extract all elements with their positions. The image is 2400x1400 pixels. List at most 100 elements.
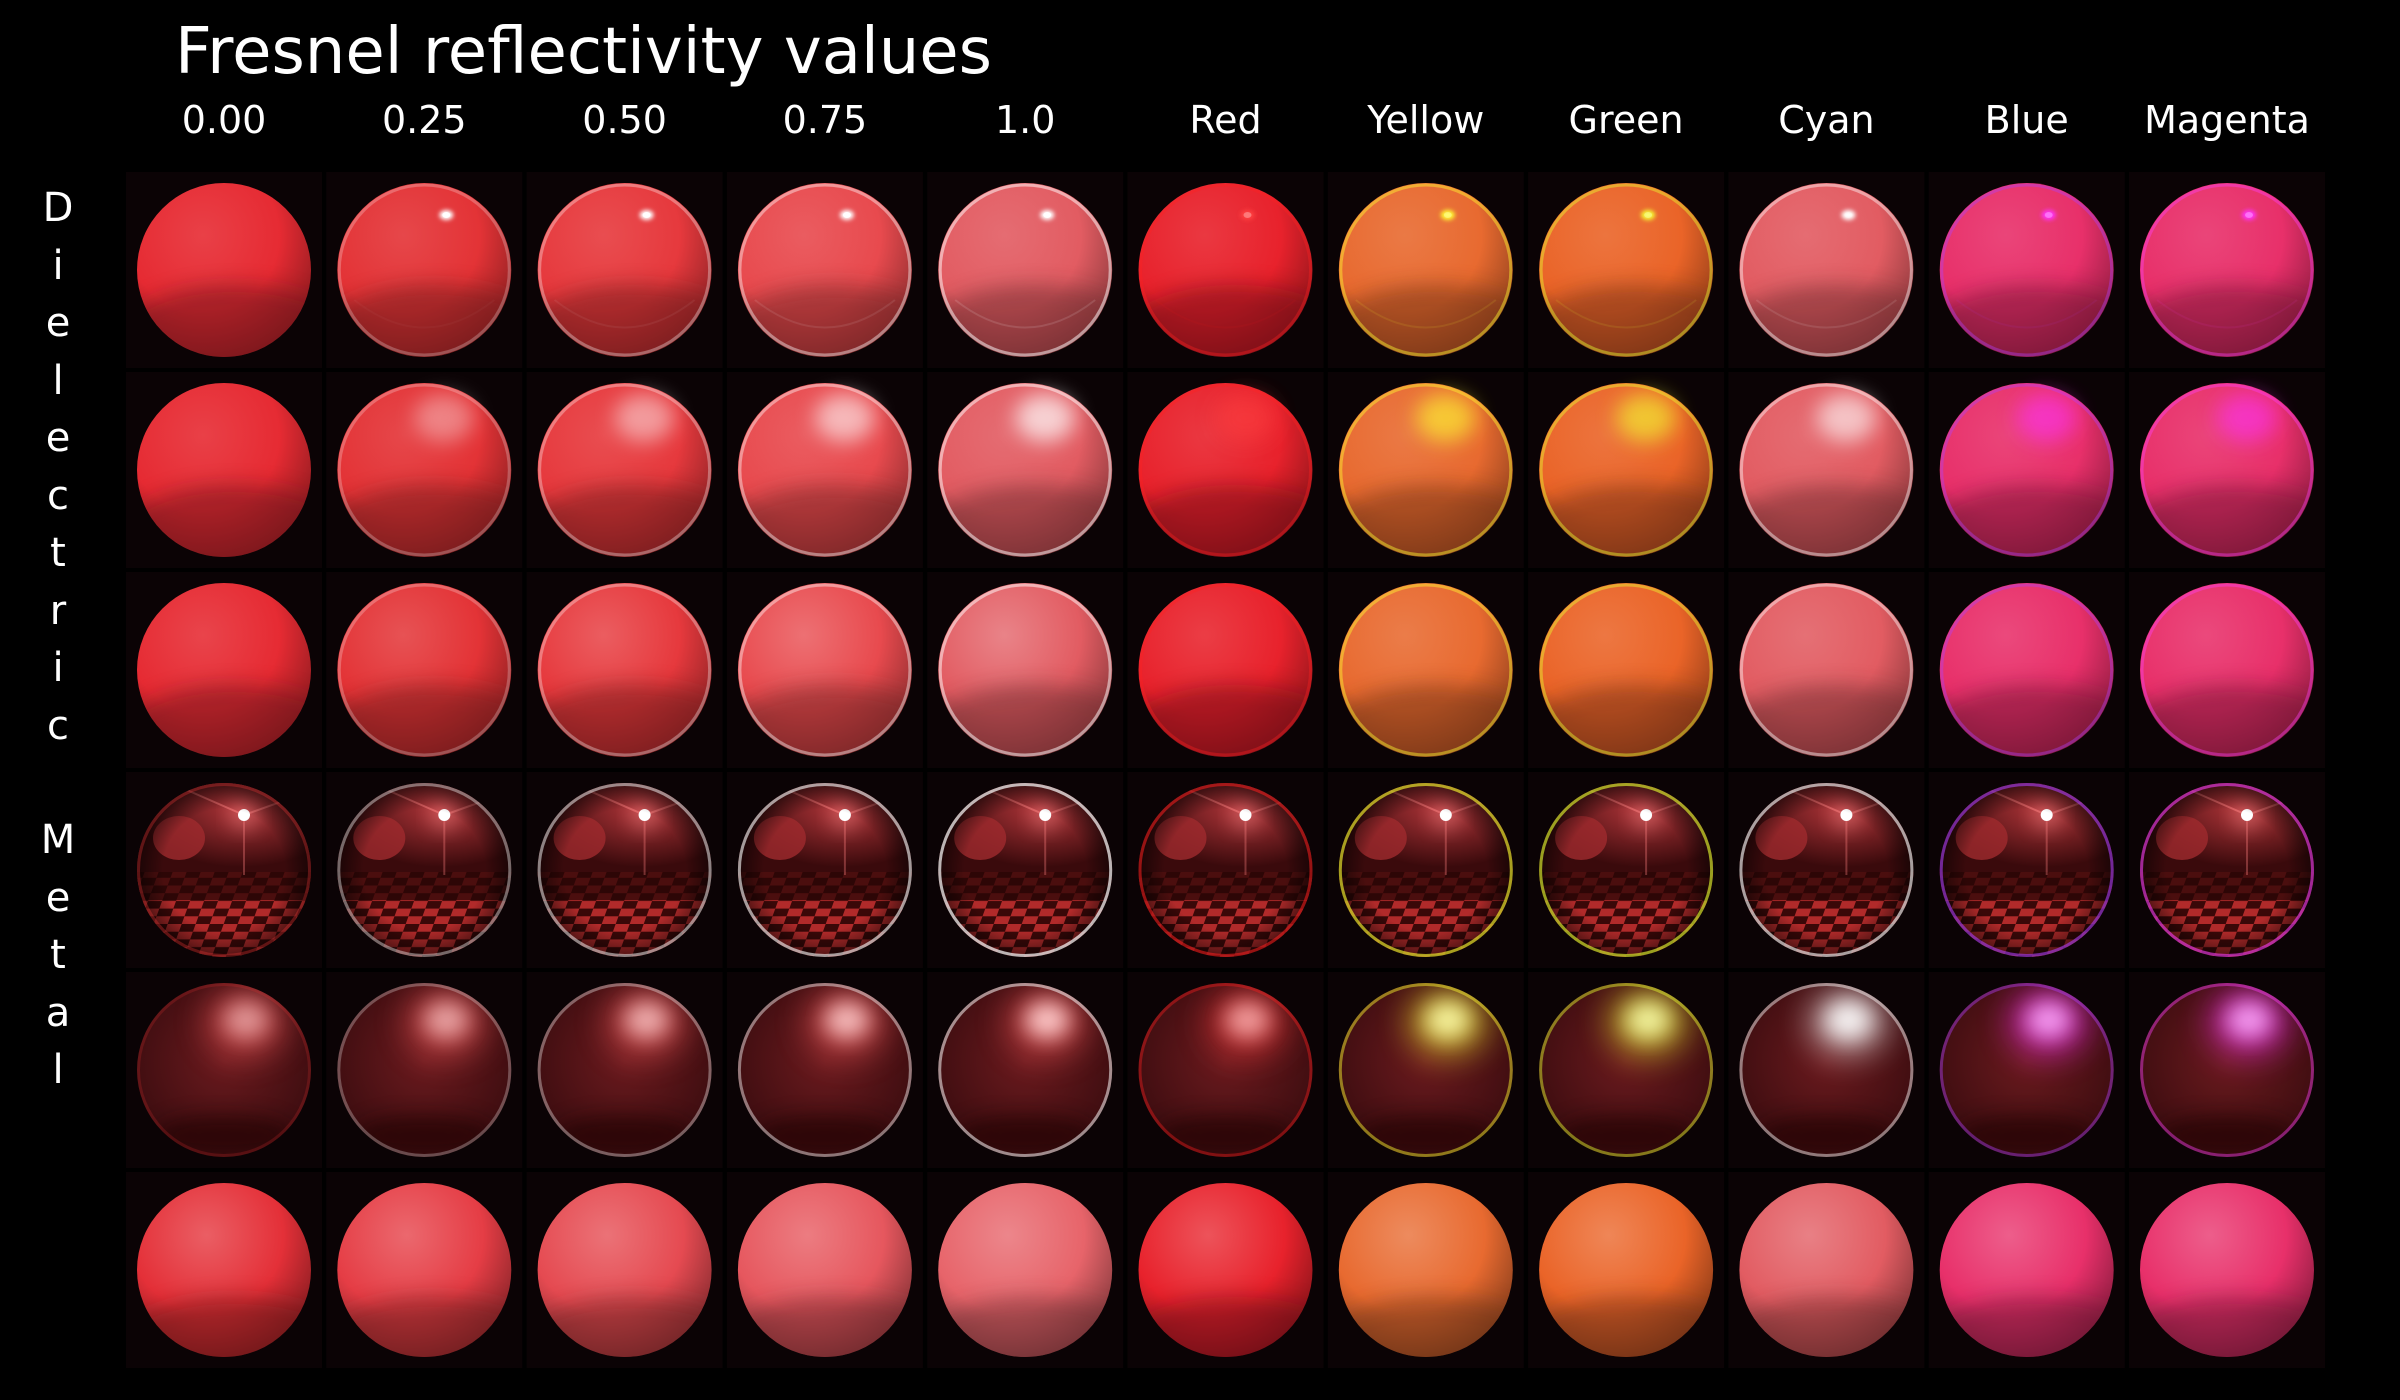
specular-highlight <box>1025 1002 1070 1038</box>
sphere-metal-mirror-cyan <box>1728 772 1925 968</box>
column-header: Magenta <box>2144 98 2310 142</box>
fresnel-rim <box>737 983 912 1157</box>
row-label-letter: a <box>45 989 71 1036</box>
sphere-metal-mirror-blue <box>1928 772 2125 968</box>
specular-highlight <box>1015 394 1076 442</box>
fresnel-rim <box>1138 983 1313 1157</box>
sphere-metal-mirror-0-25 <box>326 772 523 968</box>
sphere-metal-rough-cyan <box>1728 972 1925 1168</box>
sphere-metal-matte-0-50 <box>526 1172 723 1368</box>
sphere-dielectric-matte-0-75 <box>726 572 923 768</box>
sphere-dielectric-sharp-yellow <box>1327 172 1524 368</box>
sphere-dielectric-matte-green <box>1528 572 1725 768</box>
fresnel-rim <box>938 183 1112 357</box>
column-header: 0.25 <box>381 98 467 142</box>
fresnel-rim <box>1339 383 1513 557</box>
specular-highlight <box>424 1002 469 1038</box>
row-label-letter: l <box>52 357 64 404</box>
fresnel-rim <box>538 383 712 557</box>
fresnel-rim <box>1939 783 2114 957</box>
fresnel-rim <box>1338 783 1513 957</box>
sphere-dielectric-sharp-0-50 <box>526 172 723 368</box>
row-label-letter: r <box>49 587 67 634</box>
sphere-dielectric-rough-green <box>1528 372 1725 568</box>
sphere-dielectric-sharp-red <box>1127 172 1324 368</box>
column-header: Red <box>1189 98 1262 142</box>
sphere-metal-mirror-magenta <box>2129 772 2325 968</box>
specular-highlight <box>1626 1002 1671 1038</box>
specular-highlight <box>824 1002 869 1038</box>
sphere-metal-matte-green <box>1528 1172 1725 1368</box>
fresnel-rim <box>337 983 512 1157</box>
sphere-metal-matte-blue <box>1928 1172 2125 1368</box>
row-label-letter: i <box>52 242 64 289</box>
fresnel-rim <box>1339 583 1513 757</box>
specular-highlight <box>1240 210 1255 220</box>
fresnel-rim <box>2140 583 2314 757</box>
specular-highlight <box>1425 1002 1470 1038</box>
fresnel-rim <box>337 783 512 957</box>
fresnel-rim <box>1338 983 1513 1157</box>
fresnel-rim <box>1138 783 1313 957</box>
specular-highlight <box>2016 394 2077 442</box>
fresnel-rim <box>738 583 912 757</box>
sphere-metal-matte-cyan <box>1728 1172 1925 1368</box>
sphere-dielectric-sharp-blue <box>1928 172 2125 368</box>
column-header: 0.75 <box>782 98 868 142</box>
specular-highlight <box>2026 1002 2071 1038</box>
sphere-metal-rough-0-75 <box>726 972 923 1168</box>
column-header: Yellow <box>1367 98 1485 142</box>
row-label-letter: M <box>40 817 76 863</box>
fresnel-rim <box>1940 583 2114 757</box>
fresnel-rim <box>1539 983 1714 1157</box>
sphere-metal-matte-0-25 <box>326 1172 523 1368</box>
fresnel-rim <box>2140 183 2314 357</box>
sphere-metal-mirror-0-00 <box>126 772 322 968</box>
fresnel-rim <box>337 583 511 757</box>
column-header: 0.50 <box>582 98 667 142</box>
sphere-metal-mirror-0-75 <box>726 772 923 968</box>
fresnel-rim <box>938 583 1112 757</box>
sphere-dielectric-rough-0-50 <box>526 372 723 568</box>
row-label-letter: l <box>52 1047 64 1093</box>
column-header: 1.0 <box>994 98 1056 142</box>
sphere-metal-matte-1-0 <box>927 1172 1124 1368</box>
fresnel-rim <box>1739 183 1913 357</box>
specular-highlight <box>2242 210 2256 220</box>
fresnel-rim <box>137 783 311 957</box>
fresnel-rim <box>1139 583 1312 757</box>
fresnel-rim <box>137 983 311 1157</box>
sphere-metal-rough-green <box>1528 972 1725 1168</box>
specular-highlight <box>2217 394 2277 442</box>
row-label-letter: i <box>52 645 64 691</box>
sphere-metal-mirror-0-50 <box>526 772 723 968</box>
sphere-metal-rough-0-25 <box>326 972 523 1168</box>
sphere-dielectric-sharp-green <box>1528 172 1725 368</box>
sphere-metal-rough-blue <box>1928 972 2125 1168</box>
figure-title: Fresnel reflectivity values <box>175 15 992 89</box>
sphere-dielectric-rough-1-0 <box>927 372 1124 568</box>
fresnel-rim <box>2140 783 2314 957</box>
sphere-dielectric-sharp-magenta <box>2129 172 2325 368</box>
sphere-metal-matte-0-75 <box>726 1172 923 1368</box>
fresnel-rim <box>337 183 511 357</box>
sphere-metal-matte-yellow <box>1327 1172 1524 1368</box>
specular-highlight <box>624 1002 669 1038</box>
fresnel-rim <box>538 183 712 357</box>
sphere-dielectric-matte-blue <box>1928 572 2125 768</box>
specular-highlight <box>1415 394 1476 442</box>
row-label-letter: e <box>45 874 71 921</box>
fresnel-rim <box>1939 983 2114 1157</box>
fresnel-rim <box>738 383 912 557</box>
sphere-dielectric-matte-0-00 <box>126 572 322 768</box>
sphere-metal-mirror-red <box>1127 772 1324 968</box>
sphere-metal-matte-red <box>1127 1172 1324 1368</box>
sphere-dielectric-rough-0-25 <box>326 372 523 568</box>
column-header: Green <box>1568 98 1684 142</box>
sphere-metal-matte-0-00 <box>126 1172 322 1368</box>
row-label-letter: c <box>47 472 69 519</box>
sphere-dielectric-sharp-0-00 <box>126 172 322 368</box>
fresnel-rim <box>1539 383 1713 557</box>
